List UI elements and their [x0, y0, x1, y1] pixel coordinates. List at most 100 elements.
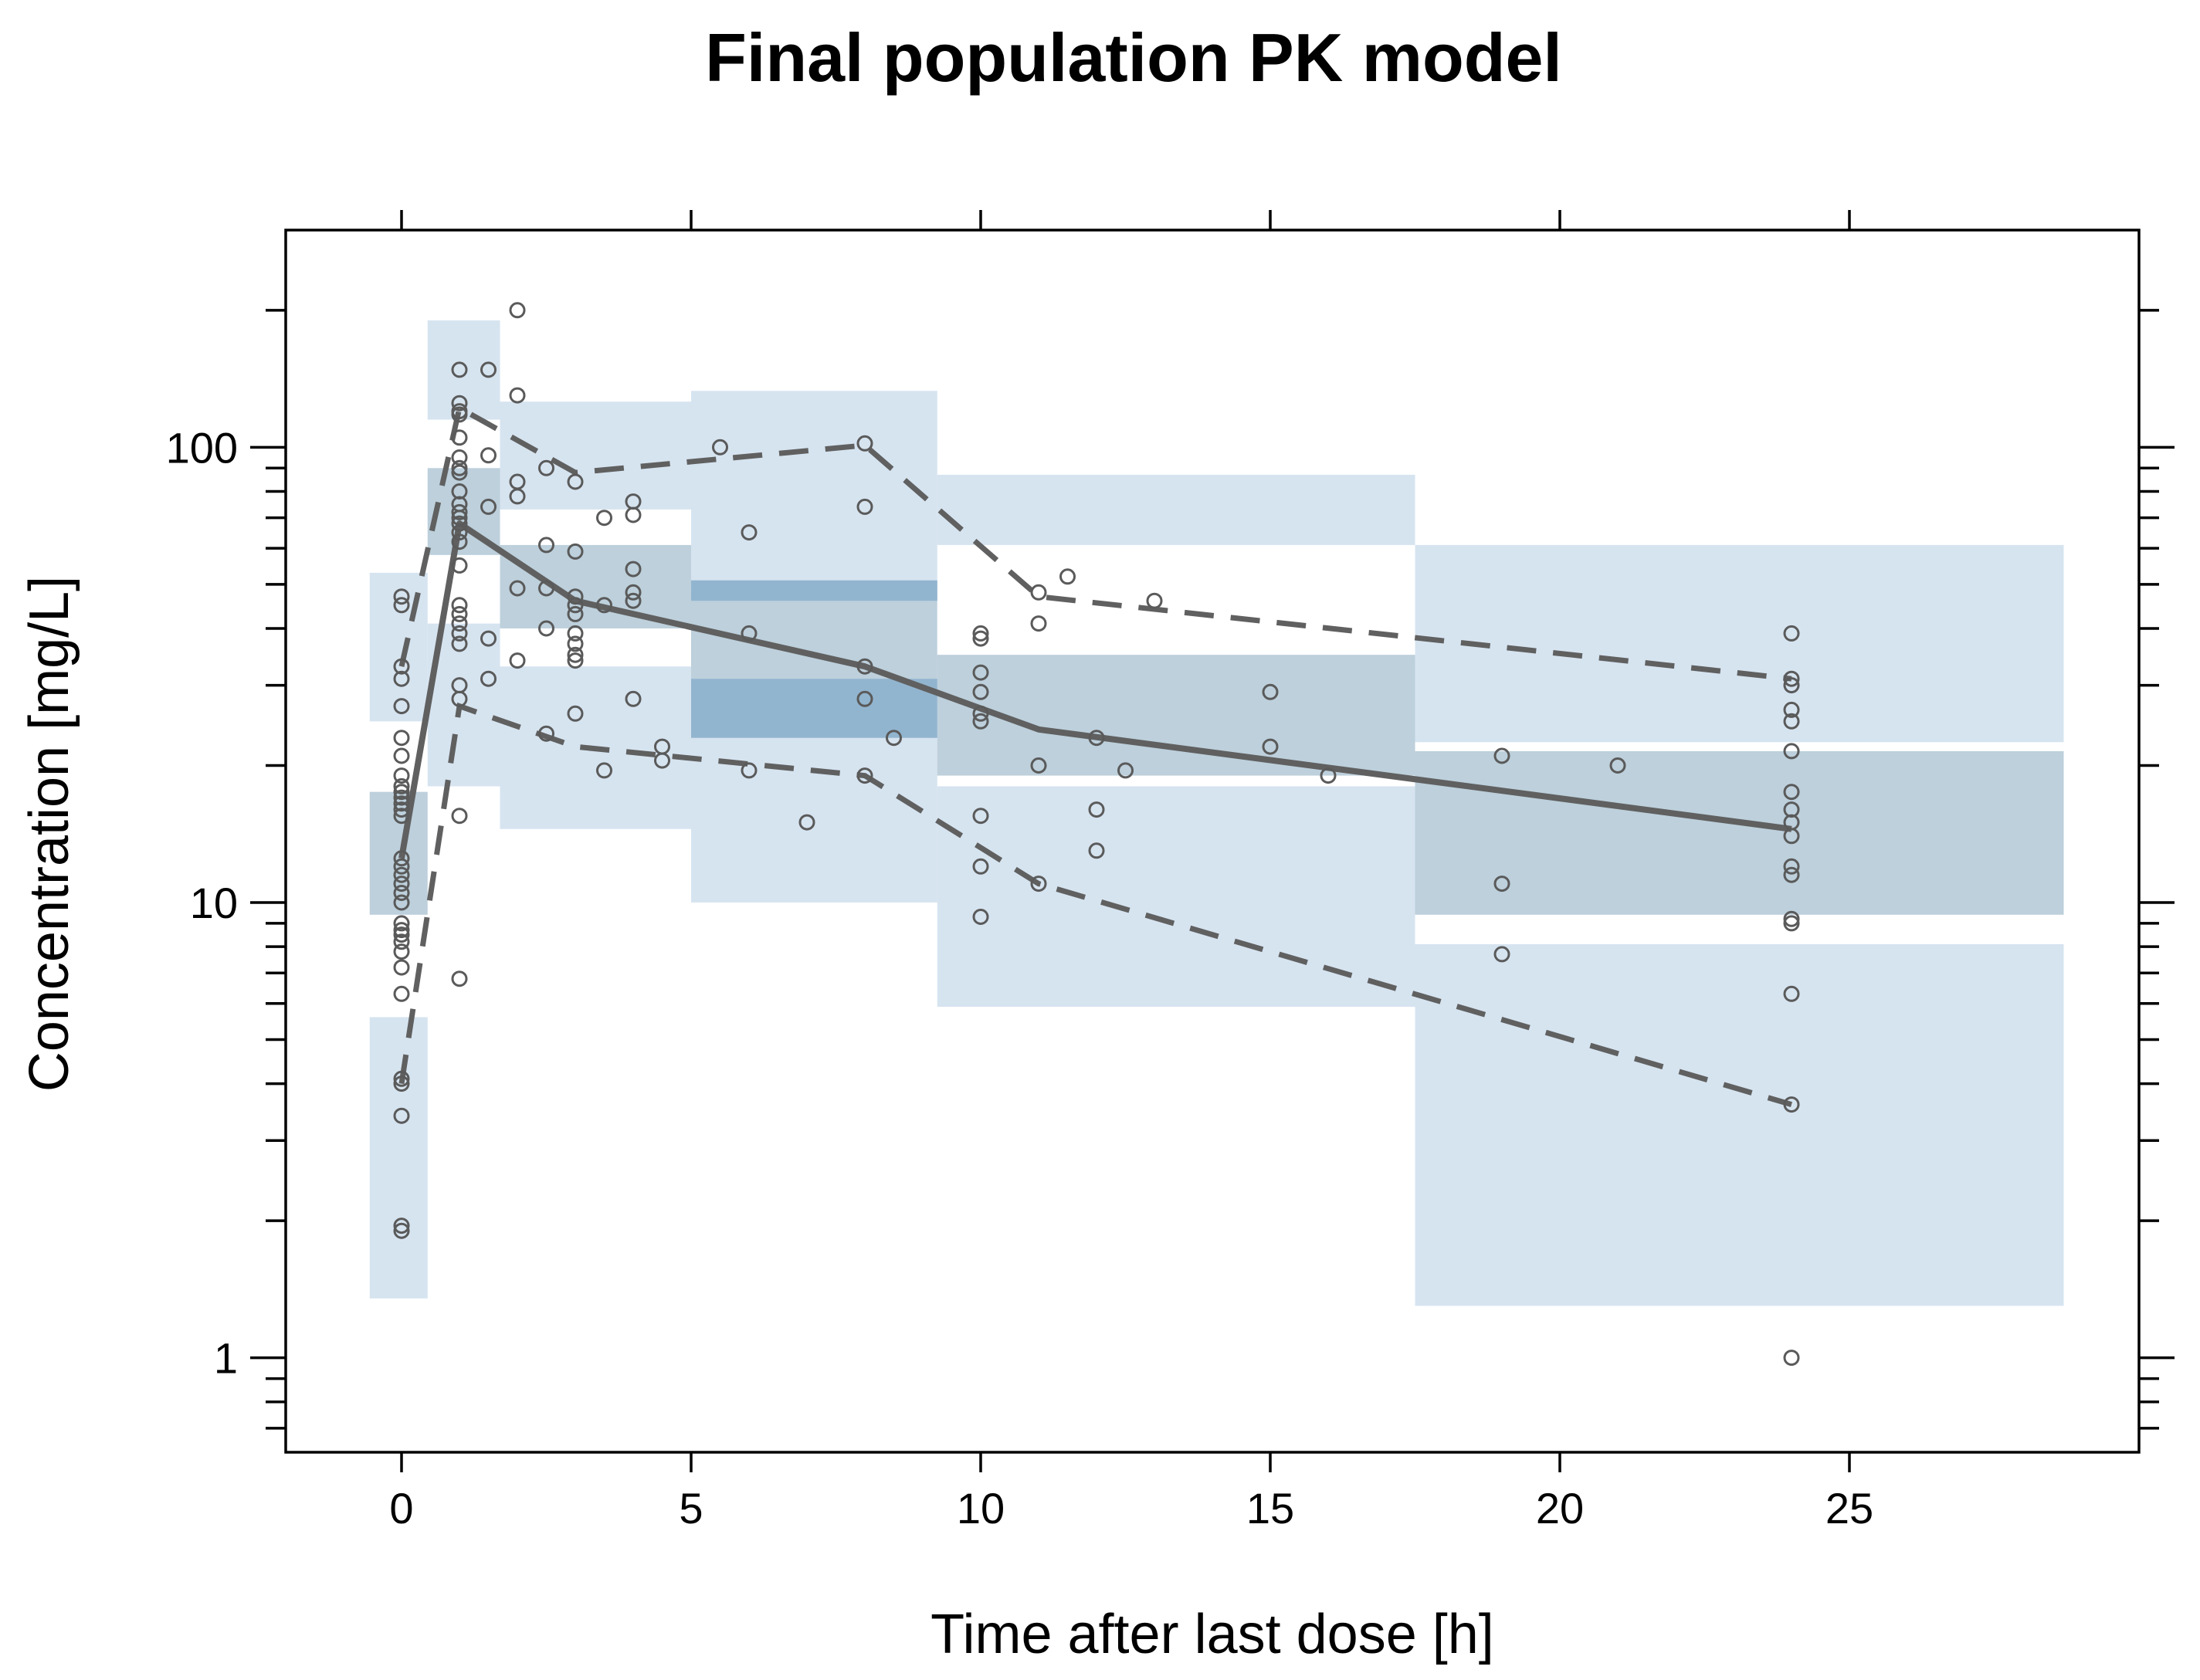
observation-point: [480, 361, 497, 378]
high-percentile-ci-band-2: [500, 401, 691, 510]
observation-point: [1059, 568, 1076, 585]
observation-point: [393, 943, 410, 960]
observation-point: [393, 959, 410, 976]
observation-point: [798, 814, 815, 831]
observation-point: [451, 605, 468, 622]
plot-frame: [284, 229, 2141, 1454]
x-tick-label: 15: [1246, 1484, 1294, 1533]
observation-point: [393, 1075, 410, 1092]
observation-point: [1783, 670, 1800, 687]
observation-point: [1030, 876, 1047, 892]
observation-point: [393, 1107, 410, 1124]
x-axis-label: Time after last dose [h]: [931, 1604, 1494, 1665]
observation-point: [856, 435, 873, 452]
median-line: [398, 520, 1792, 859]
observation-point: [567, 597, 584, 614]
chart-title: Final population PK model: [705, 19, 1562, 96]
high-percentile-ci-band-4: [937, 474, 1415, 545]
observation-point: [509, 488, 526, 505]
observation-point: [393, 658, 410, 675]
high-percentile-ci-band-3: [691, 391, 937, 601]
observation-point: [451, 970, 468, 987]
observation-point: [393, 588, 410, 605]
observation-point: [451, 690, 468, 707]
y-tick-label: 1: [214, 1334, 238, 1383]
observation-point: [1609, 757, 1626, 774]
observation-point: [538, 725, 554, 742]
high-percentile-ci-band-1: [427, 320, 500, 420]
observation-point: [451, 515, 468, 532]
observation-point: [509, 387, 526, 404]
observation-point: [393, 789, 410, 806]
observation-point: [1030, 615, 1047, 632]
observation-point: [451, 406, 468, 423]
observation-point: [451, 503, 468, 520]
observation-point: [393, 747, 410, 764]
observation-point: [741, 625, 758, 642]
observation-point: [1783, 677, 1800, 694]
y-tick-label: 100: [166, 423, 238, 472]
observation-point: [972, 625, 989, 642]
observation-point: [451, 615, 468, 632]
observation-point: [567, 635, 584, 652]
observation-point: [1783, 1350, 1800, 1367]
observation-point: [625, 584, 642, 601]
observation-point: [625, 592, 642, 609]
observation-point: [451, 361, 468, 378]
observation-point: [972, 909, 989, 925]
observation-point: [856, 498, 873, 515]
observation-point: [538, 459, 554, 476]
observation-point: [393, 915, 410, 932]
observation-point: [509, 580, 526, 597]
observation-point: [972, 808, 989, 825]
observation-point: [393, 894, 410, 911]
observation-point: [972, 858, 989, 875]
observation-point: [393, 866, 410, 883]
observation-point: [538, 537, 554, 554]
observation-point: [509, 652, 526, 669]
x-tick-label: 10: [957, 1484, 1005, 1533]
observation-point: [393, 885, 410, 901]
observation-point: [567, 625, 584, 642]
observation-point: [393, 795, 410, 812]
observation-point: [393, 1070, 410, 1087]
band-overlap-3-1: [691, 580, 937, 601]
prediction-interval-bands: [369, 320, 2064, 1306]
observation-point: [393, 767, 410, 784]
observation-point: [393, 777, 410, 794]
observation-point: [393, 922, 410, 939]
observation-point: [596, 762, 612, 779]
observation-point: [1493, 946, 1510, 963]
observation-point: [393, 784, 410, 801]
observation-point: [596, 510, 612, 527]
observation-point: [1088, 730, 1105, 747]
observation-point: [538, 580, 554, 597]
observation-point: [393, 985, 410, 1002]
observed-points: [393, 302, 1800, 1367]
observation-point: [393, 597, 410, 614]
observation-point: [393, 698, 410, 715]
lower_percentile-line: [398, 702, 1792, 1107]
observation-point: [393, 1218, 410, 1235]
observation-point: [393, 926, 410, 943]
x-tick-label: 25: [1825, 1484, 1873, 1533]
observation-point: [567, 543, 584, 560]
observation-point: [625, 506, 642, 523]
observation-point: [451, 625, 468, 642]
observation-point: [567, 473, 584, 490]
observation-point: [1783, 866, 1800, 883]
observation-point: [1783, 701, 1800, 718]
observation-point: [972, 713, 989, 730]
observation-point: [393, 850, 410, 867]
x-axis: 0 5 10 15 20 25: [389, 210, 1873, 1533]
observation-point: [741, 524, 758, 541]
observation-point: [1088, 801, 1105, 818]
observation-point: [393, 730, 410, 747]
observation-point: [1783, 713, 1800, 730]
observation-point: [625, 690, 642, 707]
observation-point: [1088, 842, 1105, 859]
observation-point: [567, 652, 584, 669]
observation-point: [1783, 784, 1800, 801]
percentile-lines: [398, 404, 1792, 1107]
observation-point: [451, 533, 468, 550]
